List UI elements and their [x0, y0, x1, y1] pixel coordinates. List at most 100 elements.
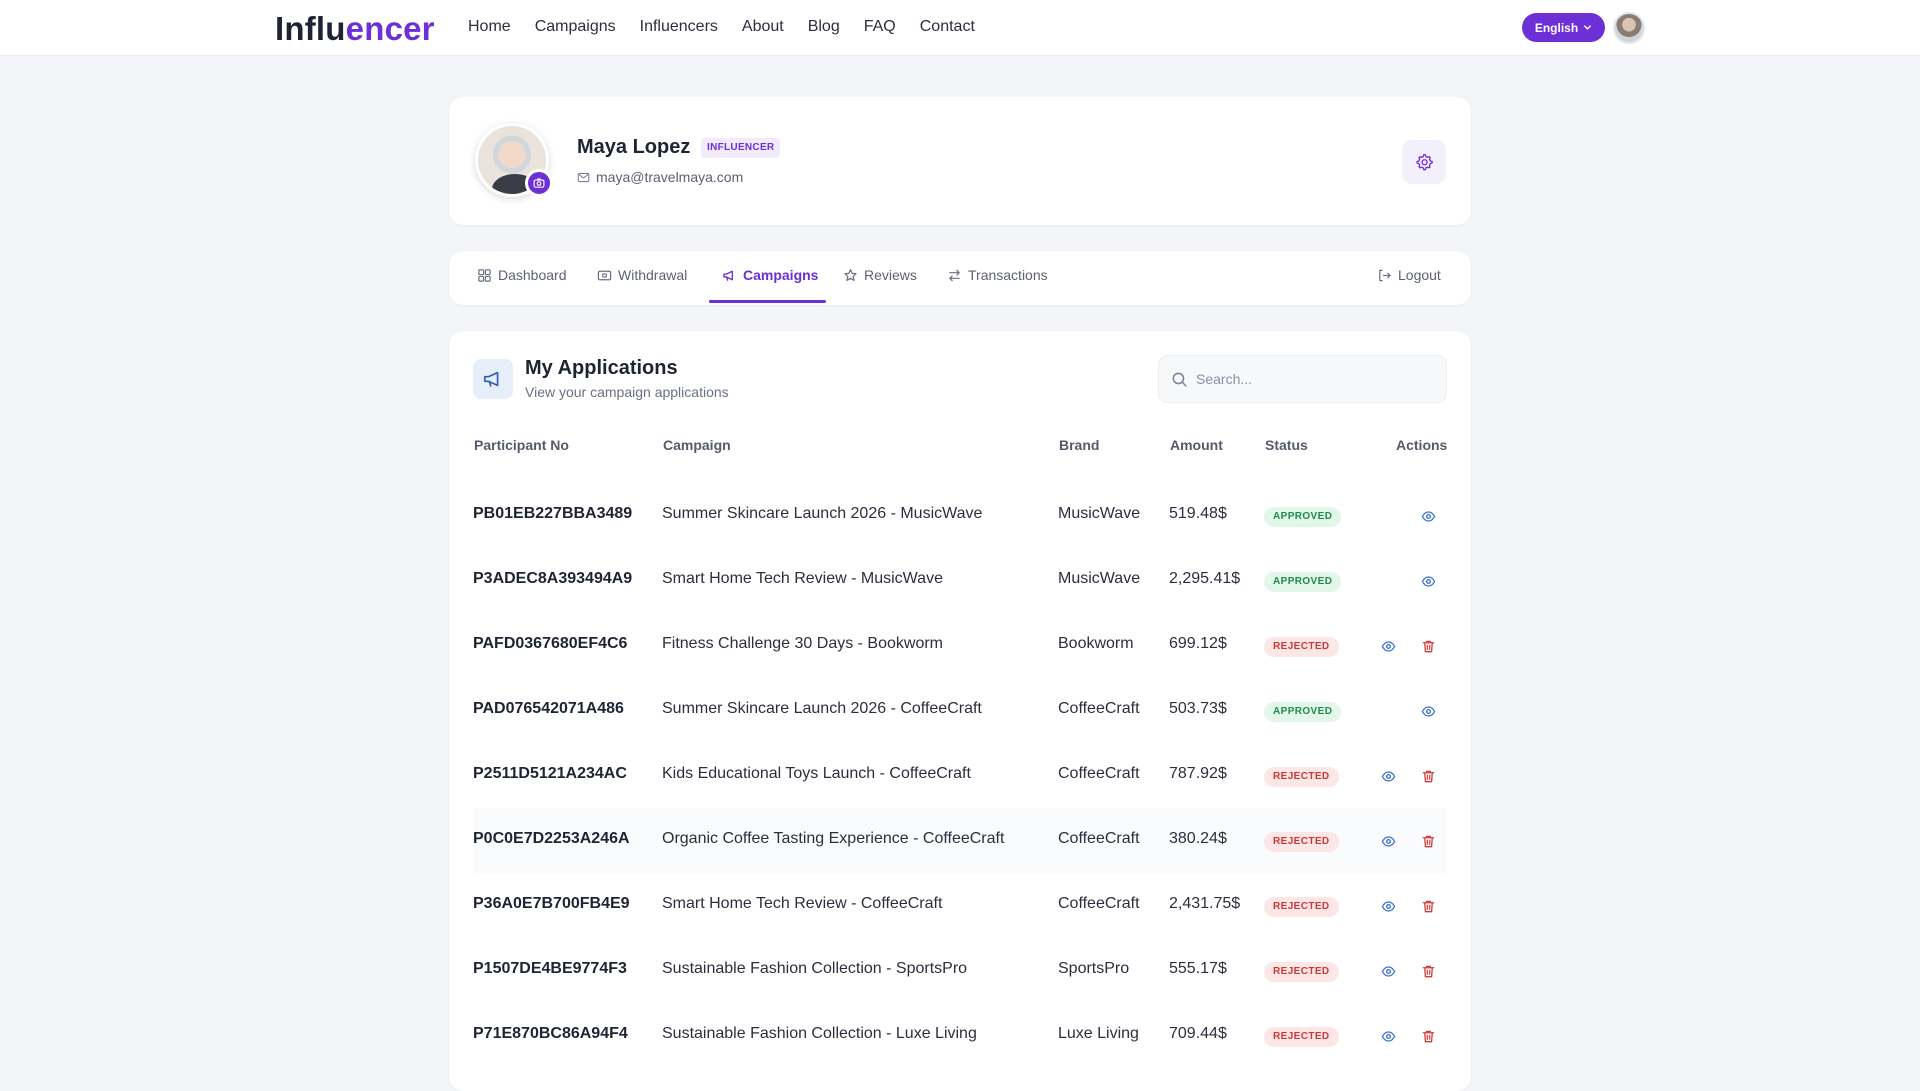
trash-icon — [1421, 1029, 1436, 1044]
logout-button[interactable]: Logout — [1377, 267, 1441, 283]
brand-logo-part1: Influ — [275, 10, 346, 47]
eye-icon — [1381, 899, 1396, 914]
table-row: P0C0E7D2253A246A Organic Coffee Tasting E… — [473, 808, 1447, 873]
brand-name: MusicWave — [1058, 570, 1141, 587]
view-button[interactable] — [1419, 572, 1437, 590]
profile-name: Maya Lopez — [577, 136, 691, 158]
brand-logo-part2: encer — [345, 10, 435, 47]
search-input[interactable] — [1196, 371, 1436, 387]
column-header-actions: Actions — [1396, 437, 1448, 453]
nav-about[interactable]: About — [741, 18, 784, 35]
tab-campaigns[interactable]: Campaigns — [722, 267, 818, 283]
campaign-name: Organic Coffee Tasting Experience - Coff… — [662, 830, 1005, 847]
status-badge: REJECTED — [1264, 962, 1339, 982]
nav-campaigns[interactable]: Campaigns — [534, 18, 616, 35]
status-badge: REJECTED — [1264, 897, 1339, 917]
star-icon — [844, 268, 857, 281]
top-navbar: Influencer Home Campaigns Influencers Ab… — [0, 0, 1920, 56]
nav-home[interactable]: Home — [468, 18, 511, 35]
eye-icon — [1421, 574, 1436, 589]
participant-no: P3ADEC8A393494A9 — [473, 570, 633, 587]
delete-button[interactable] — [1419, 962, 1437, 980]
view-button[interactable] — [1379, 767, 1397, 785]
nav-faq[interactable]: FAQ — [863, 18, 896, 35]
brand-logo[interactable]: Influencer — [275, 10, 435, 48]
gear-icon — [1416, 153, 1433, 171]
applications-card: My Applications View your campaign appli… — [449, 331, 1471, 1091]
view-button[interactable] — [1419, 702, 1437, 720]
profile-email: maya@travelmaya.com — [577, 169, 743, 185]
view-button[interactable] — [1379, 832, 1397, 850]
delete-button[interactable] — [1419, 767, 1437, 785]
user-avatar[interactable] — [1613, 12, 1645, 44]
profile-email-text: maya@travelmaya.com — [596, 169, 744, 185]
mail-icon — [577, 172, 590, 182]
wallet-icon — [597, 270, 612, 280]
status-badge: APPROVED — [1264, 507, 1342, 527]
language-select-button[interactable]: English — [1522, 13, 1605, 42]
trash-icon — [1421, 769, 1436, 784]
campaign-name: Summer Skincare Launch 2026 - MusicWave — [662, 505, 983, 522]
eye-icon — [1381, 964, 1396, 979]
applications-subtitle: View your campaign applications — [525, 384, 729, 400]
nav-influencers[interactable]: Influencers — [639, 18, 718, 35]
megaphone-icon — [483, 371, 499, 387]
nav-contact[interactable]: Contact — [919, 18, 975, 35]
view-button[interactable] — [1379, 1027, 1397, 1045]
campaign-name: Fitness Challenge 30 Days - Bookworm — [662, 635, 944, 652]
participant-no: P2511D5121A234AC — [473, 765, 627, 782]
amount: 555.17$ — [1169, 960, 1227, 977]
trash-icon — [1421, 899, 1436, 914]
status-badge: REJECTED — [1264, 1027, 1339, 1047]
settings-button[interactable] — [1402, 140, 1446, 184]
campaign-name: Smart Home Tech Review - MusicWave — [662, 570, 943, 587]
column-header-status: Status — [1265, 437, 1308, 453]
view-button[interactable] — [1379, 637, 1397, 655]
participant-no: PB01EB227BBA3489 — [473, 505, 633, 522]
megaphone-icon — [723, 270, 733, 281]
campaign-name: Sustainable Fashion Collection - Luxe Li… — [662, 1025, 977, 1042]
language-label: English — [1534, 20, 1579, 35]
view-button[interactable] — [1379, 897, 1397, 915]
eye-icon — [1381, 769, 1396, 784]
tab-dashboard[interactable]: Dashboard — [477, 267, 567, 283]
status-badge: APPROVED — [1264, 572, 1342, 592]
tab-transactions[interactable]: Transactions — [947, 267, 1048, 283]
campaign-name: Summer Skincare Launch 2026 - CoffeeCraf… — [662, 700, 982, 717]
status-badge: REJECTED — [1264, 832, 1339, 852]
amount: 519.48$ — [1169, 505, 1227, 522]
amount: 699.12$ — [1169, 635, 1227, 652]
delete-button[interactable] — [1419, 897, 1437, 915]
tab-reviews[interactable]: Reviews — [843, 267, 917, 283]
brand-name: Bookworm — [1058, 635, 1134, 652]
delete-button[interactable] — [1419, 637, 1437, 655]
brand-name: CoffeeCraft — [1058, 765, 1140, 782]
brand-name: CoffeeCraft — [1058, 700, 1140, 717]
campaign-name: Sustainable Fashion Collection - SportsP… — [662, 960, 968, 977]
tab-campaigns-label: Campaigns — [743, 267, 819, 283]
table-row: P2511D5121A234AC Kids Educational Toys La… — [473, 743, 1447, 808]
tab-withdrawal[interactable]: Withdrawal — [597, 267, 687, 283]
delete-button[interactable] — [1419, 832, 1437, 850]
view-button[interactable] — [1379, 962, 1397, 980]
swap-arrows-icon — [949, 269, 960, 281]
table-row: P1507DE4BE9774F3 Sustainable Fashion Coll… — [473, 938, 1447, 1003]
nav-blog[interactable]: Blog — [807, 18, 840, 35]
delete-button[interactable] — [1419, 1027, 1437, 1045]
status-badge: APPROVED — [1264, 702, 1342, 722]
table-row: P71E870BC86A94F4 Sustainable Fashion Coll… — [473, 1003, 1447, 1068]
profile-card: Maya Lopez INFLUENCER maya@travelmaya.co… — [449, 97, 1471, 225]
role-badge: INFLUENCER — [701, 138, 781, 158]
search-icon — [1172, 372, 1187, 387]
amount: 2,431.75$ — [1169, 895, 1241, 912]
brand-name: CoffeeCraft — [1058, 895, 1140, 912]
view-button[interactable] — [1419, 507, 1437, 525]
trash-icon — [1421, 639, 1436, 654]
active-tab-indicator — [709, 300, 826, 303]
amount: 380.24$ — [1169, 830, 1227, 847]
eye-icon — [1421, 704, 1436, 719]
change-photo-button[interactable] — [525, 169, 553, 197]
brand-name: MusicWave — [1058, 505, 1141, 522]
tab-dashboard-label: Dashboard — [498, 267, 567, 283]
main-nav: Home Campaigns Influencers About Blog FA… — [468, 18, 975, 36]
